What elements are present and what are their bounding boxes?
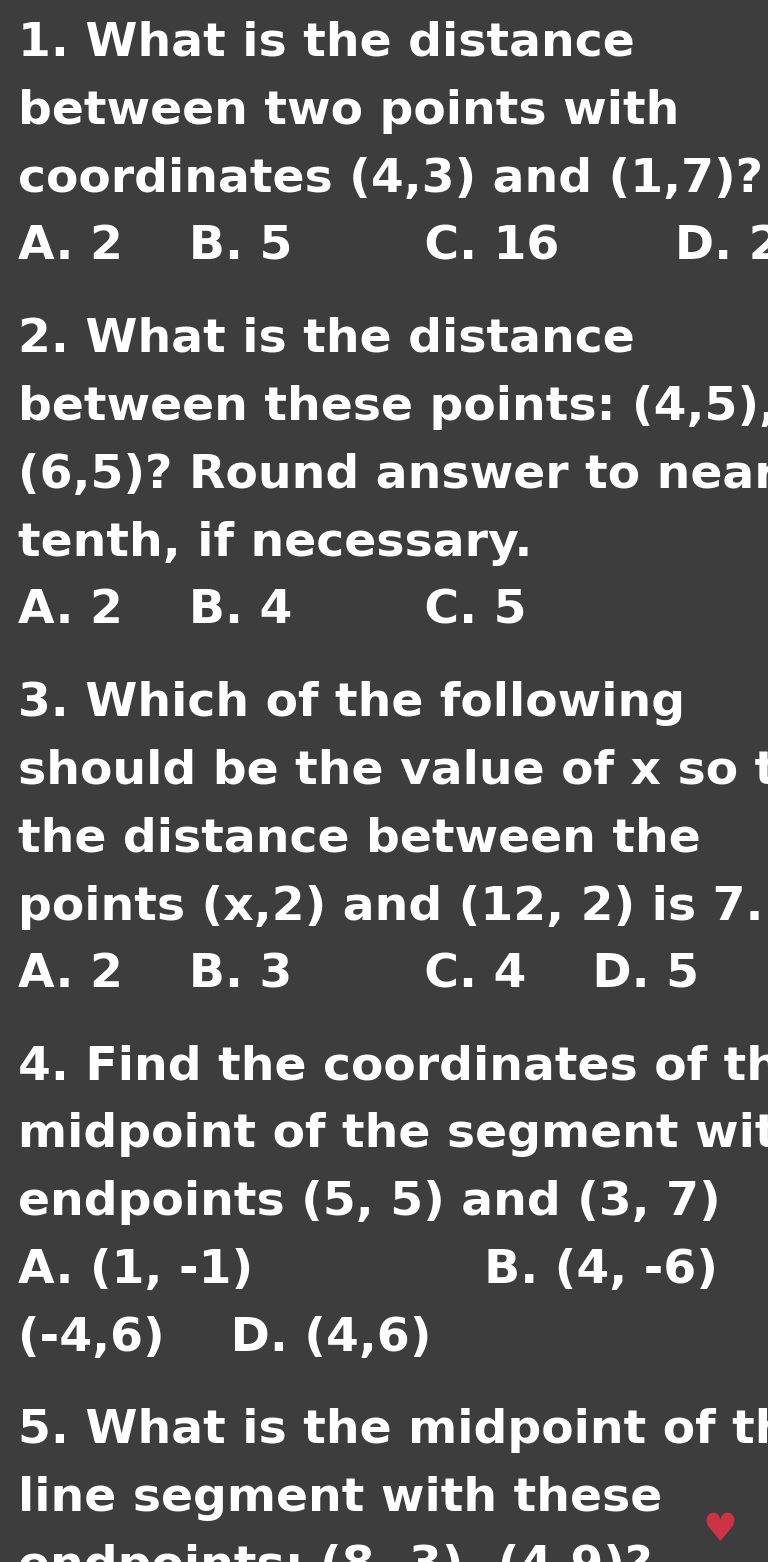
Text: 2. What is the distance: 2. What is the distance [18,317,634,362]
Text: 5. What is the midpoint of the: 5. What is the midpoint of the [18,1409,768,1453]
Text: between two points with: between two points with [18,89,680,134]
Text: tenth, if necessary.: tenth, if necessary. [18,520,532,565]
Text: (-4,6)    D. (4,6): (-4,6) D. (4,6) [18,1317,432,1362]
Text: ♥: ♥ [703,1510,737,1550]
Text: A. 2    B. 4        C. 5                  D. 6: A. 2 B. 4 C. 5 D. 6 [18,589,768,634]
Text: endpoints: (8, 3), (4,9)?: endpoints: (8, 3), (4,9)? [18,1545,652,1562]
Text: 1. What is the distance: 1. What is the distance [18,20,634,66]
Text: coordinates (4,3) and (1,7)?: coordinates (4,3) and (1,7)? [18,158,763,201]
Text: A. (1, -1)              B. (4, -6)   C.: A. (1, -1) B. (4, -6) C. [18,1248,768,1293]
Text: between these points: (4,5),: between these points: (4,5), [18,384,768,430]
Text: A. 2    B. 5        C. 16       D. 25: A. 2 B. 5 C. 16 D. 25 [18,225,768,270]
Text: endpoints (5, 5) and (3, 7): endpoints (5, 5) and (3, 7) [18,1181,720,1226]
Text: points (x,2) and (12, 2) is 7.: points (x,2) and (12, 2) is 7. [18,884,763,929]
Text: should be the value of x so that: should be the value of x so that [18,748,768,793]
Text: (6,5)? Round answer to nearest: (6,5)? Round answer to nearest [18,453,768,498]
Text: the distance between the: the distance between the [18,817,700,862]
Text: line segment with these: line segment with these [18,1476,662,1521]
Text: midpoint of the segment with: midpoint of the segment with [18,1112,768,1157]
Text: 3. Which of the following: 3. Which of the following [18,681,685,726]
Text: 4. Find the coordinates of the: 4. Find the coordinates of the [18,1045,768,1089]
Text: A. 2    B. 3        C. 4    D. 5: A. 2 B. 3 C. 4 D. 5 [18,953,699,998]
